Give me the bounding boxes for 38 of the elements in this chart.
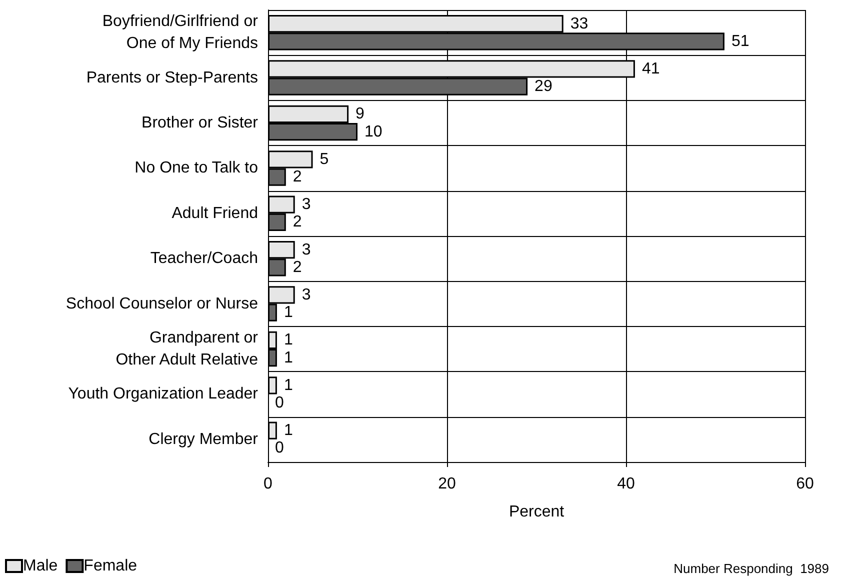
data-label: 33 (570, 15, 588, 32)
y-tick-label: Youth Organization Leader (68, 386, 259, 403)
y-tick-label: Brother or Sister (142, 114, 259, 132)
x-tick-label: 40 (617, 476, 635, 492)
legend-label: Male (23, 558, 58, 574)
y-tick-label: Teacher/Coach (150, 250, 258, 268)
data-label: 3 (302, 286, 311, 304)
y-tick-label: Parents or Step-Parents (86, 69, 258, 86)
data-label: 41 (642, 60, 660, 78)
y-tick-label: Clergy Member (148, 430, 259, 448)
y-tick-label: Grandparent or Other Adult Relative (116, 330, 259, 368)
data-label: 1 (284, 376, 293, 394)
data-label: 29 (534, 78, 552, 96)
data-label: 1 (284, 332, 293, 349)
data-label: 2 (292, 168, 302, 186)
data-label: 51 (731, 32, 750, 50)
data-label: 1 (284, 349, 293, 366)
x-axis-title: Percent (508, 504, 565, 520)
data-label: 2 (292, 214, 302, 231)
data-label: 5 (320, 150, 329, 168)
y-tick-label: No One to Talk to (134, 160, 258, 177)
y-tick-label: School Counselor or Nurse (66, 295, 258, 312)
data-label: 1 (284, 304, 293, 322)
data-label: 2 (292, 258, 302, 276)
data-label: 0 (275, 394, 284, 412)
data-label: 1 (284, 422, 293, 440)
legend-label: Female (84, 558, 138, 574)
y-tick-label: Adult Friend (172, 204, 258, 222)
x-tick-label: 20 (438, 476, 456, 492)
x-tick-label: 0 (264, 476, 273, 492)
data-label: 10 (364, 123, 382, 140)
x-tick-label: 60 (796, 476, 814, 492)
y-tick-label: Boyfriend/Girlfriend or One of My Friends (102, 13, 259, 52)
data-label: 0 (275, 440, 284, 457)
data-label: 3 (302, 241, 311, 258)
text: Number Responding 1989 (674, 561, 830, 576)
data-label: 9 (356, 106, 365, 123)
data-label: 3 (302, 196, 311, 214)
